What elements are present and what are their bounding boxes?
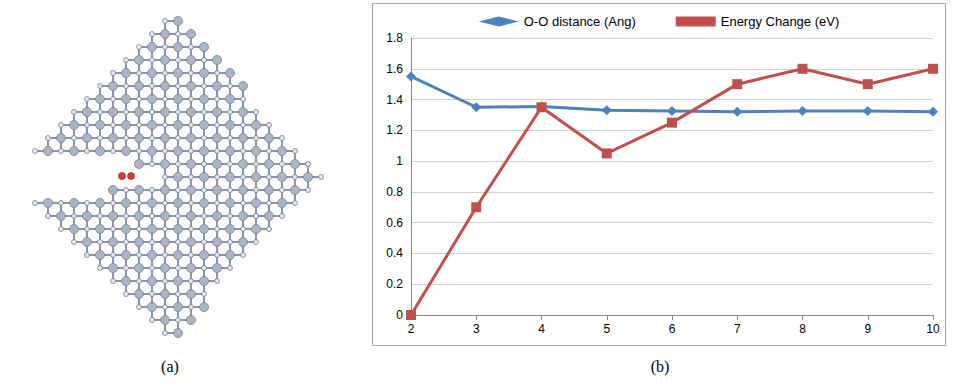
svg-text:O-O distance (Ang): O-O distance (Ang) <box>524 14 636 29</box>
svg-text:7: 7 <box>734 322 741 336</box>
svg-text:8: 8 <box>799 322 806 336</box>
svg-text:1.8: 1.8 <box>386 31 403 45</box>
svg-text:10: 10 <box>926 322 940 336</box>
svg-text:1.2: 1.2 <box>386 123 403 137</box>
svg-text:0.2: 0.2 <box>386 277 403 291</box>
svg-text:0.4: 0.4 <box>386 246 403 260</box>
svg-text:4: 4 <box>538 322 545 336</box>
svg-text:Energy Change (eV): Energy Change (eV) <box>721 14 840 29</box>
svg-text:5: 5 <box>603 322 610 336</box>
svg-text:0.6: 0.6 <box>386 216 403 230</box>
svg-text:1.6: 1.6 <box>386 62 403 76</box>
html-text:(a): (a) <box>161 358 179 375</box>
svg-text:0: 0 <box>396 308 403 322</box>
svg-text:6: 6 <box>669 322 676 336</box>
svg-text:1: 1 <box>396 154 403 168</box>
svg-text:3: 3 <box>473 322 480 336</box>
html-text:(b): (b) <box>650 358 670 375</box>
svg-text:0.8: 0.8 <box>386 185 403 199</box>
svg-text:1.4: 1.4 <box>386 93 403 107</box>
svg-text:2: 2 <box>408 322 415 336</box>
svg-text:9: 9 <box>864 322 871 336</box>
